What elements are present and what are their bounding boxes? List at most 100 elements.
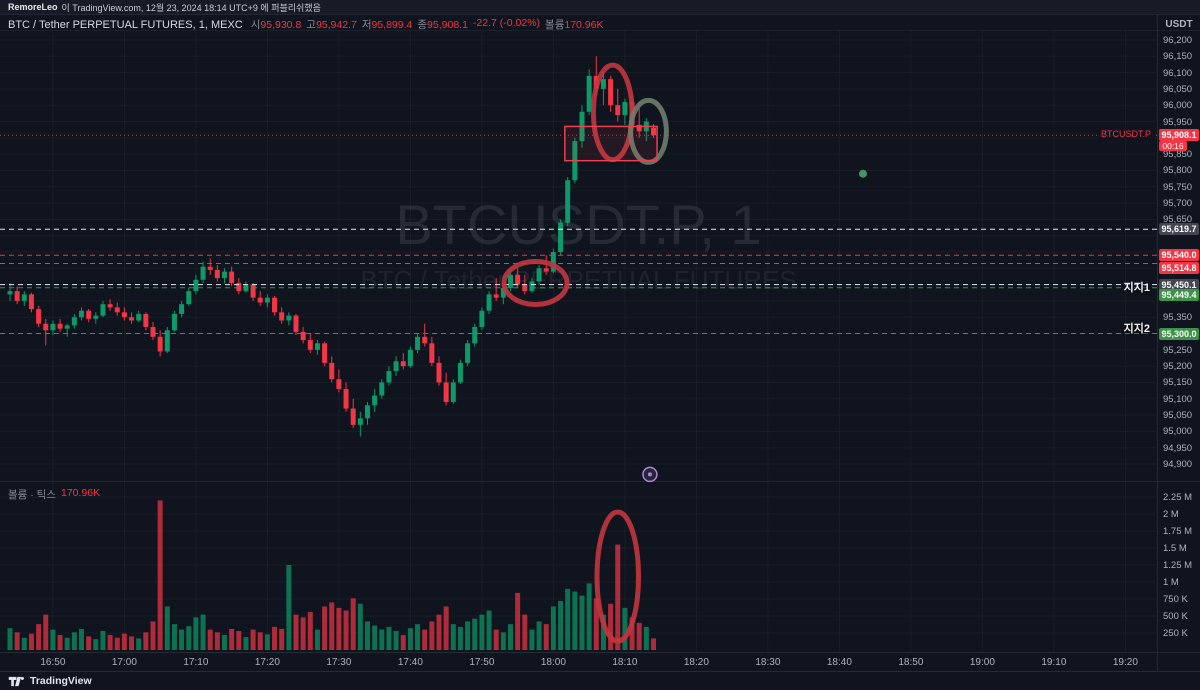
candle-body — [586, 75, 592, 112]
time-axis[interactable]: 16:50 17:00 17:10 17:20 17:30 17:40 17:50 18:00… — [0, 653, 1157, 672]
volume-pane-legend[interactable]: 볼륨 · 틱스 170.96K — [8, 487, 100, 502]
volume-bar — [600, 614, 606, 650]
volume-bar — [129, 636, 135, 650]
volume-bar — [14, 632, 20, 650]
price-axis[interactable]: USDT 96,200 96,150 96,100 96,050 96,000 95,95… — [1157, 15, 1200, 672]
volume-bar — [264, 634, 270, 650]
open-label: 시 — [250, 19, 261, 31]
time-axis-divider — [0, 652, 1200, 653]
volume-bar — [450, 624, 456, 650]
volume-bar — [407, 628, 413, 650]
volume-bar — [536, 621, 542, 650]
candle-body — [400, 361, 406, 367]
candle-body — [322, 343, 328, 363]
volume-ellipse-drawing[interactable] — [594, 509, 641, 644]
candle-body — [36, 309, 42, 324]
volume-bar — [28, 633, 34, 650]
price-tick-label: 95,800 — [1163, 165, 1193, 177]
volume-bar — [7, 628, 13, 650]
volume-bar — [136, 638, 142, 650]
ellipse-drawing[interactable] — [501, 258, 570, 308]
time-tick-label: 17:40 — [397, 657, 423, 668]
volume-bar — [479, 614, 485, 650]
time-tick-label: 18:40 — [826, 657, 852, 668]
candle-body — [171, 313, 177, 331]
volume-tick-label: 1.5 M — [1163, 543, 1187, 554]
pane-divider[interactable] — [0, 481, 1200, 482]
publish-bar: RemoreLeo 이 TradingView.com, 12월 23, 202… — [0, 0, 1200, 15]
candle-body — [550, 252, 556, 272]
candle-body — [186, 291, 192, 305]
price-level-flag[interactable]: 95,619.7 — [1159, 223, 1199, 236]
volume-label: 볼륨 — [545, 19, 565, 31]
candle-body — [150, 327, 156, 337]
tradingview-logo-icon[interactable] — [8, 675, 25, 688]
ellipse-drawing[interactable] — [628, 97, 669, 165]
volume-bar — [629, 617, 635, 650]
candle-body — [393, 361, 399, 372]
time-tick-label: 17:30 — [326, 657, 352, 668]
currency-label[interactable]: USDT — [1165, 19, 1193, 30]
candle-body — [279, 312, 285, 321]
volume-tick-label: 750 K — [1163, 594, 1188, 605]
volume-pane-value: 170.96K — [60, 487, 101, 499]
time-tick-label: 17:10 — [183, 657, 209, 668]
rectangle-drawing[interactable] — [564, 125, 658, 162]
price-level-flag[interactable]: 95,514.8 — [1159, 262, 1199, 275]
volume-bar — [243, 637, 249, 650]
candle-body — [386, 371, 392, 383]
volume-bar — [207, 629, 213, 650]
volume-bar — [64, 637, 70, 650]
candle-body — [472, 327, 478, 344]
volume-bar — [86, 636, 92, 650]
volume-bar — [114, 637, 120, 650]
price-tick-label: 94,900 — [1163, 459, 1193, 470]
volume-bar — [636, 622, 642, 650]
volume-bar — [179, 629, 185, 650]
volume-bar — [379, 629, 385, 650]
candle-body — [100, 304, 106, 316]
volume-bar — [164, 606, 170, 650]
price-level-flag[interactable]: 95,450.1 — [1159, 278, 1199, 291]
volume-bar — [422, 629, 428, 650]
price-tick-label: 96,050 — [1163, 83, 1193, 95]
volume-bars — [7, 500, 656, 650]
volume-bar — [393, 630, 399, 650]
volume-bar — [279, 628, 285, 650]
volume-bar — [572, 591, 578, 650]
candle-body — [143, 313, 149, 328]
volume-bar — [200, 614, 206, 650]
price-tick-label: 95,250 — [1163, 344, 1193, 356]
candle-body — [207, 266, 213, 270]
time-tick-label: 17:00 — [111, 657, 137, 668]
candle-body — [379, 382, 385, 396]
volume-bar — [400, 635, 406, 650]
candle-body — [236, 282, 242, 292]
tradingview-brand-text[interactable]: TradingView — [30, 675, 92, 687]
close-label: 종 — [417, 19, 428, 31]
level-lines — [0, 134, 1157, 335]
candle-body — [336, 379, 342, 389]
candle-body — [193, 279, 199, 292]
volume-bar — [250, 629, 256, 650]
volume-bar — [436, 614, 442, 650]
volume-bar — [550, 606, 556, 650]
price-level-flag[interactable]: 95,540.0 — [1159, 249, 1199, 262]
volume-bar — [429, 621, 435, 650]
candle-body — [508, 274, 513, 288]
symbol-legend[interactable]: BTC / Tether PERPETUAL FUTURES, 1, MEXC … — [8, 17, 604, 32]
high-value: 95,942.7 — [315, 19, 357, 31]
price-level-flag[interactable]: 95,449.4 — [1159, 288, 1199, 301]
price-level-flag[interactable]: 95,300.0 — [1159, 327, 1199, 340]
volume-tick-label: 500 K — [1163, 611, 1188, 622]
footer-bar: TradingView — [0, 671, 1200, 690]
time-tick-label: 17:20 — [254, 657, 280, 668]
symbol-title[interactable]: BTC / Tether PERPETUAL FUTURES, 1, MEXC — [8, 19, 243, 31]
price-tick-label: 95,650 — [1163, 214, 1193, 226]
publisher-username[interactable]: RemoreLeo — [8, 2, 58, 12]
volume-bar — [543, 624, 549, 650]
volume-bar — [79, 628, 84, 650]
last-price-flag[interactable]: 95,908.1 — [1159, 129, 1199, 142]
candle-body — [615, 105, 621, 116]
